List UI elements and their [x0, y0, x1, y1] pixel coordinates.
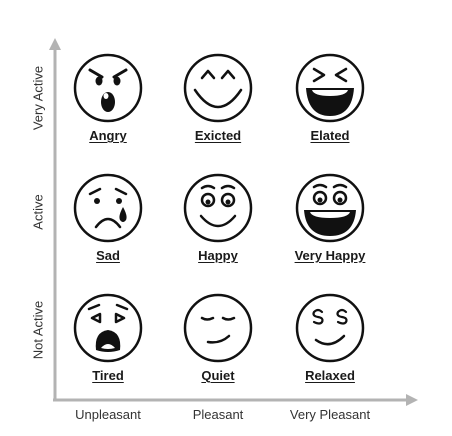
very-happy-face-icon	[295, 173, 365, 243]
sad-face-icon	[73, 173, 143, 243]
mood-angry: Angry	[63, 52, 153, 143]
mood-very-happy: Very Happy	[285, 172, 375, 263]
mood-happy: Happy	[173, 172, 263, 263]
mood-label-elated: Elated	[310, 128, 350, 143]
y-label-very-active: Very Active	[30, 65, 46, 131]
x-label-pleasant: Pleasant	[192, 407, 244, 422]
mood-label-tired: Tired	[92, 368, 124, 383]
mood-label-very-happy: Very Happy	[294, 248, 366, 263]
x-label-unpleasant: Unpleasant	[75, 407, 141, 422]
y-label-not-active: Not Active	[30, 300, 46, 360]
y-axis-arrow	[49, 38, 61, 50]
elated-face-icon	[295, 53, 365, 123]
mood-label-angry: Angry	[89, 128, 127, 143]
mood-label-happy: Happy	[198, 248, 238, 263]
happy-face-icon	[183, 173, 253, 243]
mood-elated: Elated	[285, 52, 375, 143]
mood-relaxed: Relaxed	[285, 292, 375, 383]
mood-label-quiet: Quiet	[201, 368, 235, 383]
relaxed-face-icon	[295, 293, 365, 363]
quiet-face-icon	[183, 293, 253, 363]
x-label-very-pleasant: Very Pleasant	[289, 407, 371, 422]
tired-face-icon	[73, 293, 143, 363]
excited-face-icon	[183, 53, 253, 123]
mood-sad: Sad	[63, 172, 153, 263]
mood-label-excited: Exicted	[194, 128, 242, 143]
mood-label-relaxed: Relaxed	[305, 368, 355, 383]
mood-tired: Tired	[63, 292, 153, 383]
mood-excited: Exicted	[173, 52, 263, 143]
mood-label-sad: Sad	[96, 248, 120, 263]
y-label-active: Active	[30, 194, 46, 230]
mood-quiet: Quiet	[173, 292, 263, 383]
x-axis-arrow	[406, 394, 418, 406]
angry-face-icon	[73, 53, 143, 123]
